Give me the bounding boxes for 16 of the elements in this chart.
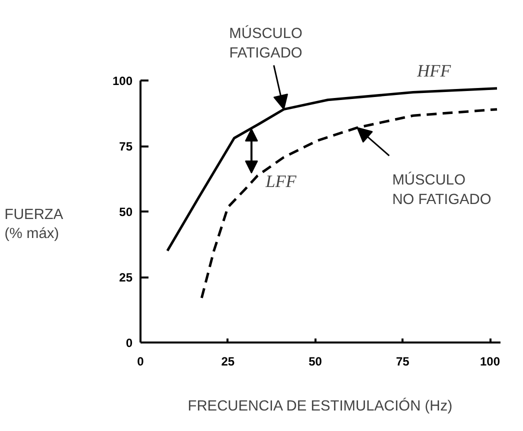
series-label: HFF [416,61,452,80]
annotation: MÚSCULO FATIGADO [229,25,302,62]
y-tick-label: 50 [119,205,133,219]
y-tick-label: 75 [119,140,133,154]
annotation: MÚSCULO NO FATIGADO [392,172,492,208]
legend-label: LFF [264,172,297,192]
x-tick-label: 50 [308,354,322,368]
x-axis-title: FRECUENCIA DE ESTIMULACIÓN (Hz) [188,398,452,414]
y-tick-label: 0 [126,336,133,350]
x-tick-label: 25 [221,354,235,368]
y-axis-title: FUERZA (% máx) [4,207,64,242]
y-tick-label: 25 [119,270,133,284]
x-tick-label: 0 [137,354,144,368]
y-tick-label: 100 [112,74,133,88]
x-tick-label: 75 [396,354,410,368]
x-tick-label: 100 [480,354,500,368]
